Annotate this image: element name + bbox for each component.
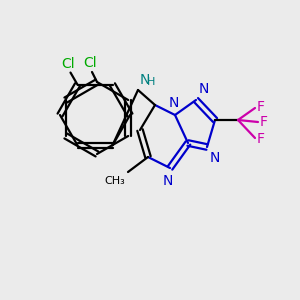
Text: Cl: Cl: [62, 57, 75, 70]
Text: N: N: [210, 151, 220, 165]
Text: N: N: [199, 82, 209, 96]
Text: Cl: Cl: [83, 56, 97, 70]
Text: F: F: [257, 100, 265, 114]
Text: H: H: [147, 77, 155, 87]
Text: N: N: [140, 73, 150, 87]
Text: F: F: [260, 115, 268, 129]
Text: CH₃: CH₃: [104, 176, 125, 186]
Text: N: N: [163, 174, 173, 188]
Text: N: N: [169, 96, 179, 110]
Text: F: F: [257, 132, 265, 146]
